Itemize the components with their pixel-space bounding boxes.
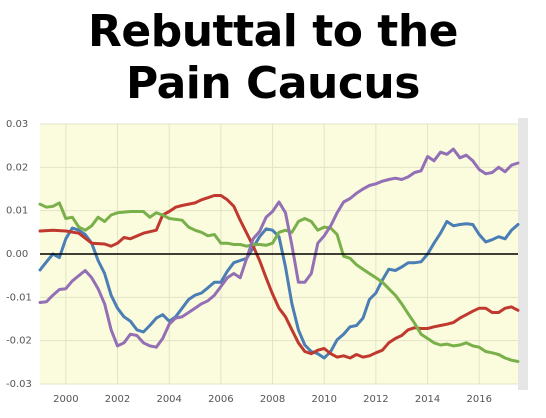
x-tick-label: 2012 [363,394,388,405]
chart-title: Rebuttal to the Pain Caucus [0,6,546,110]
x-tick-label: 2016 [467,394,492,405]
series-lines [38,147,520,363]
x-tick-label: 2004 [156,394,181,405]
y-tick-label: 0.01 [6,206,28,217]
plot-right-edge-bar [518,118,528,390]
x-tick-label: 2000 [53,394,78,405]
series-line-2 [38,194,520,360]
series-line-1 [38,220,520,360]
x-tick-label: 2002 [105,394,130,405]
chart-title-line-1: Rebuttal to the [88,6,458,57]
y-tick-label: 0.00 [6,249,28,260]
series-line-4 [38,147,520,349]
chart-title-line-2: Pain Caucus [126,58,420,109]
x-tick-label: 2006 [208,394,233,405]
x-axis-ticks: 2000 2002 2004 2006 2008 2010 2012 2014 2016 [53,394,492,405]
y-tick-label: -0.02 [6,336,32,347]
y-axis-ticks: -0.03 -0.02 -0.01 0.00 0.01 0.02 0.03 [6,119,32,390]
y-tick-label: 0.02 [6,162,28,173]
y-tick-label: 0.03 [6,119,28,130]
x-tick-label: 2008 [260,394,285,405]
x-tick-label: 2010 [311,394,336,405]
x-tick-label: 2014 [415,394,440,405]
y-tick-label: -0.01 [6,292,32,303]
y-tick-label: -0.03 [6,379,32,390]
